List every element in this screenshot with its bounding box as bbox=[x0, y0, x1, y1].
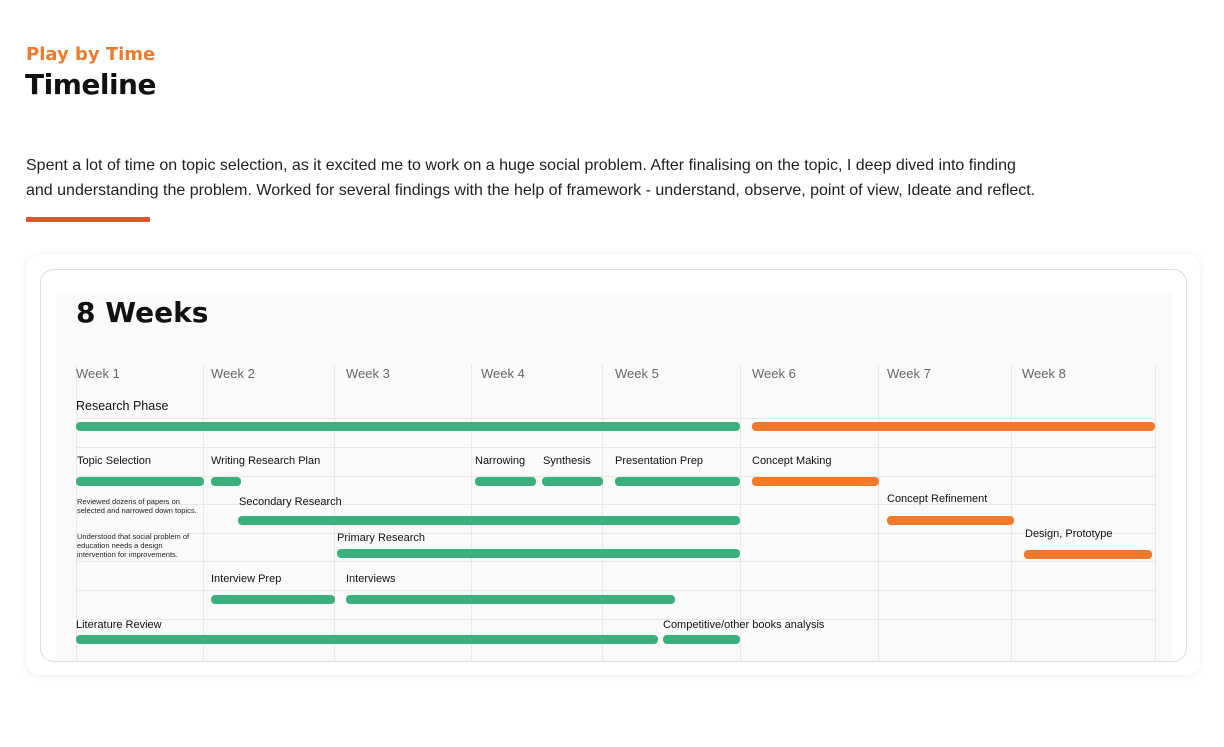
task-label-concept-making: Concept Making bbox=[752, 455, 832, 467]
task-label-presentation-prep: Presentation Prep bbox=[615, 455, 704, 467]
grid-row-line bbox=[76, 619, 1156, 620]
task-label-topic-selection: Topic Selection bbox=[77, 455, 151, 467]
task-bar-presentation-prep bbox=[615, 477, 740, 486]
grid-line bbox=[740, 364, 741, 661]
grid-line bbox=[602, 364, 603, 661]
task-bar-topic-selection bbox=[76, 477, 204, 486]
grid-line bbox=[203, 364, 204, 661]
research-phase-bar bbox=[76, 422, 740, 431]
task-bar-interview-prep bbox=[211, 595, 335, 604]
task-bar-literature-review bbox=[76, 635, 658, 644]
grid-line bbox=[1011, 364, 1012, 661]
grid-row-line bbox=[76, 533, 1156, 534]
grid-line bbox=[471, 364, 472, 661]
task-label-narrowing: Narrowing bbox=[475, 455, 526, 467]
task-bar-interviews bbox=[346, 595, 675, 604]
grid-line bbox=[334, 364, 335, 661]
task-bar-concept-refinement bbox=[887, 516, 1014, 525]
task-label-design-prototype: Design, Prototype bbox=[1025, 528, 1113, 540]
page-title: Timeline bbox=[25, 68, 156, 101]
week-8-header: Week 8 bbox=[1022, 366, 1066, 381]
week-7-header: Week 7 bbox=[887, 366, 931, 381]
grid-row-line bbox=[76, 504, 1156, 505]
timeline-title: 8 Weeks bbox=[76, 296, 209, 329]
week-3-header: Week 3 bbox=[346, 366, 390, 381]
task-bar-narrowing bbox=[475, 477, 536, 486]
week-6-header: Week 6 bbox=[752, 366, 796, 381]
task-label-interview-prep: Interview Prep bbox=[211, 573, 282, 585]
task-label-primary-research: Primary Research bbox=[337, 532, 426, 544]
task-bar-writing-research-plan bbox=[211, 477, 241, 486]
task-label-writing-research-plan: Writing Research Plan bbox=[211, 455, 321, 467]
grid-row-line bbox=[76, 476, 1156, 477]
task-bar-concept-making bbox=[752, 477, 879, 486]
grid-row-line bbox=[76, 418, 1156, 419]
design-phase-bar bbox=[752, 422, 1155, 431]
grid-line bbox=[76, 364, 77, 661]
grid-row-line bbox=[76, 447, 1156, 448]
task-label-literature-review: Literature Review bbox=[76, 619, 162, 631]
timeline-frame: 8 Weeks Week 1 Week 2 Week 3 Week 4 Week… bbox=[40, 269, 1187, 662]
intro-paragraph: Spent a lot of time on topic selection, … bbox=[26, 157, 1036, 199]
task-bar-design-prototype bbox=[1024, 550, 1152, 559]
week-4-header: Week 4 bbox=[481, 366, 525, 381]
grid-row-line bbox=[76, 590, 1156, 591]
task-bar-competitive-analysis bbox=[663, 635, 740, 644]
week-5-header: Week 5 bbox=[615, 366, 659, 381]
task-label-competitive-analysis: Competitive/other books analysis bbox=[663, 619, 825, 631]
task-label-interviews: Interviews bbox=[346, 573, 396, 585]
week-1-header: Week 1 bbox=[76, 366, 120, 381]
note-problem-understanding: Understood that social problem of educat… bbox=[77, 532, 190, 559]
task-bar-synthesis bbox=[542, 477, 603, 486]
task-bar-secondary-research bbox=[238, 516, 740, 525]
grid-row-line bbox=[76, 561, 1156, 562]
timeline-sheet: 8 Weeks Week 1 Week 2 Week 3 Week 4 Week… bbox=[56, 293, 1172, 661]
week-2-header: Week 2 bbox=[211, 366, 255, 381]
note-topic-review: Reviewed dozens of papers on selected an… bbox=[77, 497, 197, 515]
phase-label: Research Phase bbox=[76, 399, 169, 413]
grid-line bbox=[878, 364, 879, 661]
task-label-synthesis: Synthesis bbox=[543, 455, 591, 467]
task-label-concept-refinement: Concept Refinement bbox=[887, 493, 988, 505]
section-eyebrow: Play by Time bbox=[26, 44, 156, 65]
task-bar-primary-research bbox=[337, 549, 740, 558]
accent-underline bbox=[26, 217, 150, 222]
grid-line bbox=[1155, 364, 1156, 661]
task-label-secondary-research: Secondary Research bbox=[239, 496, 342, 508]
